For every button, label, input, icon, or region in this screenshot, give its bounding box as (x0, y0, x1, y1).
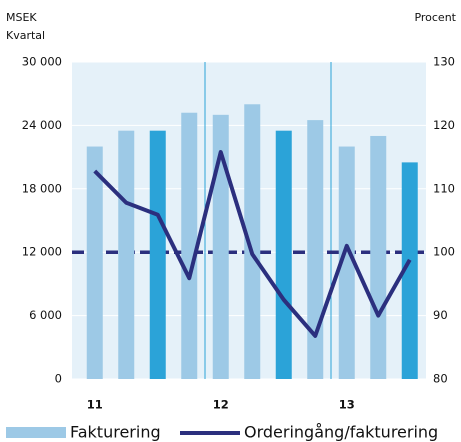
bar (212, 114, 229, 379)
line (93, 150, 412, 338)
bar (244, 104, 261, 380)
y-tick-label: 6 000 (29, 308, 62, 322)
y2-tick-label: 100 (433, 245, 455, 259)
y2-tick-label: 130 (433, 55, 455, 69)
y-tick-label: 12 000 (22, 245, 62, 259)
legend-label: Fakturering (70, 423, 161, 442)
x-tick-label: 13 (339, 398, 355, 412)
bar (307, 120, 324, 379)
x-tick-label: 11 (87, 398, 103, 412)
bar (401, 162, 418, 379)
x-tick-label: 12 (213, 398, 229, 412)
bar (118, 130, 135, 379)
legend-label: Orderingång/fakturering (244, 423, 438, 442)
bar (370, 135, 387, 379)
bar (86, 146, 103, 379)
y2-tick-label: 120 (433, 118, 455, 132)
y2-tick-label: 110 (433, 181, 455, 195)
y2-tick-label: 80 (433, 372, 448, 386)
y-tick-label: 24 000 (22, 118, 62, 132)
y2-axis-label: Procent (414, 11, 456, 24)
bar (338, 146, 355, 379)
x-axis-label: Kvartal (6, 29, 45, 42)
y-tick-label: 0 (55, 372, 62, 386)
y-tick-label: 18 000 (22, 181, 62, 195)
y-tick-label: 30 000 (22, 55, 62, 69)
legend-swatch (6, 427, 66, 438)
bar (275, 130, 292, 379)
y2-tick-label: 90 (433, 308, 448, 322)
bar (149, 130, 166, 379)
bar (181, 112, 198, 379)
y-axis-label: MSEK (6, 11, 37, 24)
